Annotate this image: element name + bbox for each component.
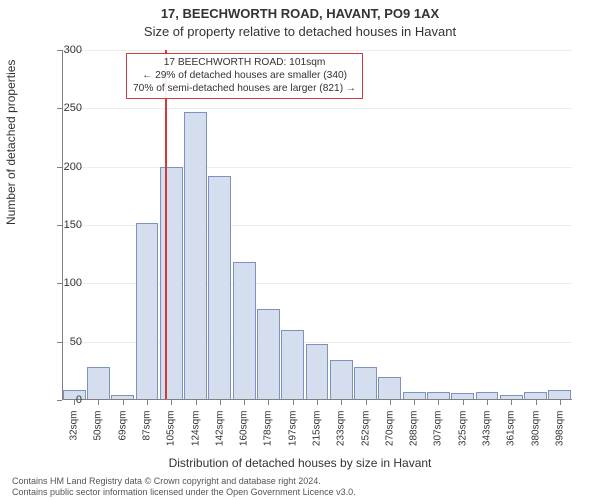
ytick-label: 100 bbox=[42, 277, 82, 289]
histogram-bar bbox=[330, 360, 353, 400]
xtick-mark bbox=[147, 400, 148, 405]
annotation-line: 17 BEECHWORTH ROAD: 101sqm bbox=[133, 57, 356, 70]
xtick-mark bbox=[366, 400, 367, 405]
annotation-line: ← 29% of detached houses are smaller (34… bbox=[133, 70, 356, 83]
histogram-bar bbox=[87, 367, 110, 400]
histogram-bar bbox=[281, 330, 304, 400]
chart-container: 17, BEECHWORTH ROAD, HAVANT, PO9 1AX Siz… bbox=[0, 0, 600, 500]
xtick-mark bbox=[438, 400, 439, 405]
xtick-mark bbox=[536, 400, 537, 405]
xtick-mark bbox=[196, 400, 197, 405]
xtick-mark bbox=[293, 400, 294, 405]
ytick-label: 250 bbox=[42, 102, 82, 114]
footer-attribution: Contains HM Land Registry data © Crown c… bbox=[12, 476, 356, 497]
xtick-mark bbox=[390, 400, 391, 405]
xtick-mark bbox=[560, 400, 561, 405]
histogram-bar bbox=[136, 223, 159, 400]
histogram-bar bbox=[354, 367, 377, 400]
chart-title-address: 17, BEECHWORTH ROAD, HAVANT, PO9 1AX bbox=[0, 6, 600, 21]
histogram-bar bbox=[208, 176, 231, 400]
annotation-box: 17 BEECHWORTH ROAD: 101sqm← 29% of detac… bbox=[126, 53, 363, 99]
bars-layer bbox=[62, 50, 572, 400]
ytick-label: 150 bbox=[42, 219, 82, 231]
histogram-bar bbox=[306, 344, 329, 400]
plot-region: 32sqm50sqm69sqm87sqm105sqm124sqm142sqm16… bbox=[62, 50, 572, 400]
xtick-mark bbox=[268, 400, 269, 405]
histogram-bar bbox=[160, 167, 183, 400]
chart-subtitle: Size of property relative to detached ho… bbox=[0, 24, 600, 39]
footer-line2: Contains public sector information licen… bbox=[12, 487, 356, 497]
xtick-mark bbox=[220, 400, 221, 405]
xtick-mark bbox=[171, 400, 172, 405]
annotation-line: 70% of semi-detached houses are larger (… bbox=[133, 83, 356, 96]
histogram-bar bbox=[378, 377, 401, 400]
ytick-label: 50 bbox=[42, 336, 82, 348]
histogram-bar bbox=[184, 112, 207, 400]
reference-line bbox=[165, 50, 167, 400]
xtick-mark bbox=[244, 400, 245, 405]
footer-line1: Contains HM Land Registry data © Crown c… bbox=[12, 476, 356, 486]
ytick-label: 300 bbox=[42, 44, 82, 56]
y-axis-label: Number of detached properties bbox=[4, 60, 18, 225]
ytick-label: 0 bbox=[42, 394, 82, 406]
xtick-mark bbox=[317, 400, 318, 405]
xtick-mark bbox=[487, 400, 488, 405]
plot-area bbox=[62, 50, 572, 400]
xtick-mark bbox=[463, 400, 464, 405]
xtick-mark bbox=[341, 400, 342, 405]
ytick-label: 200 bbox=[42, 161, 82, 173]
histogram-bar bbox=[233, 262, 256, 400]
xtick-mark bbox=[98, 400, 99, 405]
xtick-mark bbox=[123, 400, 124, 405]
x-axis-label: Distribution of detached houses by size … bbox=[0, 456, 600, 470]
xtick-mark bbox=[511, 400, 512, 405]
xtick-mark bbox=[414, 400, 415, 405]
histogram-bar bbox=[257, 309, 280, 400]
